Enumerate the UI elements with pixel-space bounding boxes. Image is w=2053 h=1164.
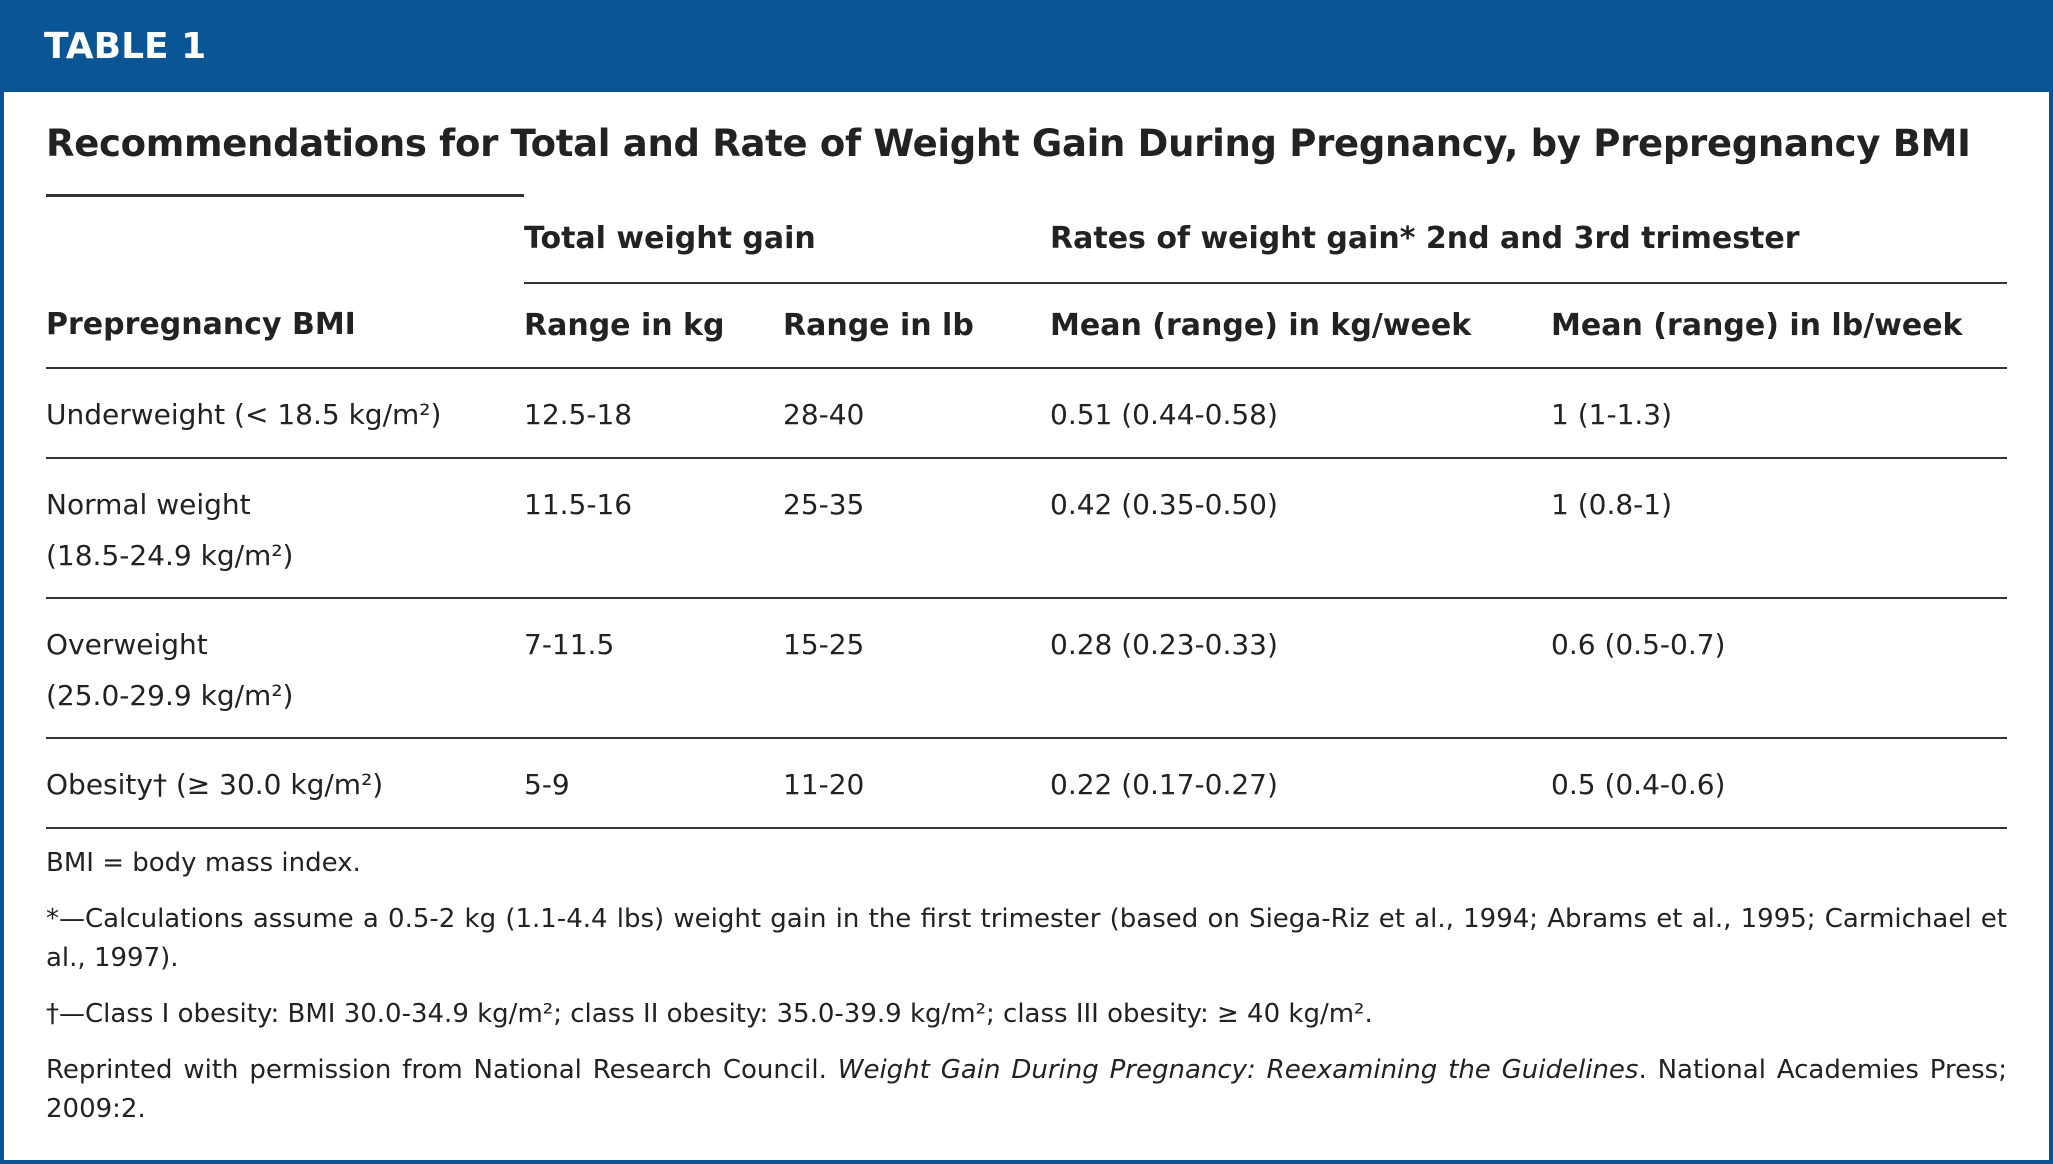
bmi-label-line: (25.0-29.9 kg/m²) bbox=[46, 678, 294, 712]
group-header-row: Total weight gain Rates of weight gain* 2… bbox=[46, 194, 2008, 284]
footnote: BMI = body mass index. bbox=[46, 848, 361, 878]
bmi-label-line: Obesity† (≥ 30.0 kg/m²) bbox=[46, 767, 384, 801]
group-header: Total weight gain bbox=[524, 195, 1051, 284]
data-row: Normal weight (18.5-24.9 kg/m²) 11.5-16 25-… bbox=[46, 457, 2008, 599]
source-title: Weight Gain During Pregnancy: Reexaminin… bbox=[837, 1055, 1639, 1085]
value-cell: 0.42 (0.35-0.50) bbox=[1050, 457, 1552, 599]
column-header-row: Prepregnancy BMI Range in kg Range in lb Me… bbox=[46, 282, 2008, 369]
value-cell: 25-35 bbox=[783, 457, 1051, 599]
bmi-cell: Underweight (< 18.5 kg/m²) bbox=[46, 367, 524, 459]
bmi-label-line: Underweight (< 18.5 kg/m²) bbox=[46, 397, 442, 431]
value-cell: 5-9 bbox=[524, 737, 783, 829]
footnotes: BMI = body mass index. *—Calculations ass… bbox=[46, 844, 2007, 1146]
source-text: . National Academies Press; 2009:2. bbox=[46, 1055, 2007, 1124]
data-table: Total weight gain Rates of weight gain* 2… bbox=[46, 194, 2008, 829]
value-cell: 15-25 bbox=[783, 597, 1051, 739]
table-title: Recommendations for Total and Rate of We… bbox=[46, 122, 1971, 165]
bmi-cell: Overweight (25.0-29.9 kg/m²) bbox=[46, 597, 524, 739]
data-row: Underweight (< 18.5 kg/m²) 12.5-18 28-40 0.… bbox=[46, 367, 2008, 459]
value-cell: 11-20 bbox=[783, 737, 1051, 829]
value-cell: 7-11.5 bbox=[524, 597, 783, 739]
column-header: Range in kg bbox=[524, 282, 783, 369]
value-cell: 11.5-16 bbox=[524, 457, 783, 599]
footnote: *—Calculations assume a 0.5-2 kg (1.1-4.… bbox=[46, 904, 2007, 973]
empty-cell bbox=[46, 194, 524, 283]
value-cell: 1 (0.8-1) bbox=[1551, 457, 2008, 599]
value-cell: 0.28 (0.23-0.33) bbox=[1050, 597, 1552, 739]
bmi-label-line: Normal weight bbox=[46, 487, 251, 521]
column-header: Prepregnancy BMI bbox=[46, 282, 524, 369]
group-header: Rates of weight gain* 2nd and 3rd trimes… bbox=[1050, 195, 2008, 284]
value-cell: 0.22 (0.17-0.27) bbox=[1050, 737, 1552, 829]
header-bar: TABLE 1 bbox=[4, 4, 2049, 92]
value-cell: 0.5 (0.4-0.6) bbox=[1551, 737, 2008, 829]
data-row: Overweight (25.0-29.9 kg/m²) 7-11.5 15-25 0.… bbox=[46, 597, 2008, 739]
value-cell: 0.6 (0.5-0.7) bbox=[1551, 597, 2008, 739]
bmi-cell: Normal weight (18.5-24.9 kg/m²) bbox=[46, 457, 524, 599]
value-cell: 0.51 (0.44-0.58) bbox=[1050, 367, 1552, 459]
column-header: Mean (range) in kg/week bbox=[1050, 282, 1552, 369]
bmi-label-line: (18.5-24.9 kg/m²) bbox=[46, 538, 294, 572]
source-note: Reprinted with permission from National … bbox=[46, 1051, 2007, 1129]
column-header: Range in lb bbox=[783, 282, 1051, 369]
value-cell: 1 (1-1.3) bbox=[1551, 367, 2008, 459]
value-cell: 12.5-18 bbox=[524, 367, 783, 459]
bmi-label-line: Overweight bbox=[46, 627, 208, 661]
data-row: Obesity† (≥ 30.0 kg/m²) 5-9 11-20 0.22 (0.1… bbox=[46, 737, 2008, 829]
source-text: Reprinted with permission from National … bbox=[46, 1055, 838, 1085]
table-label: TABLE 1 bbox=[44, 26, 207, 67]
bmi-cell: Obesity† (≥ 30.0 kg/m²) bbox=[46, 737, 524, 829]
footnote: †—Class I obesity: BMI 30.0-34.9 kg/m²; … bbox=[46, 999, 1373, 1029]
column-header: Mean (range) in lb/week bbox=[1551, 282, 2008, 369]
value-cell: 28-40 bbox=[783, 367, 1051, 459]
